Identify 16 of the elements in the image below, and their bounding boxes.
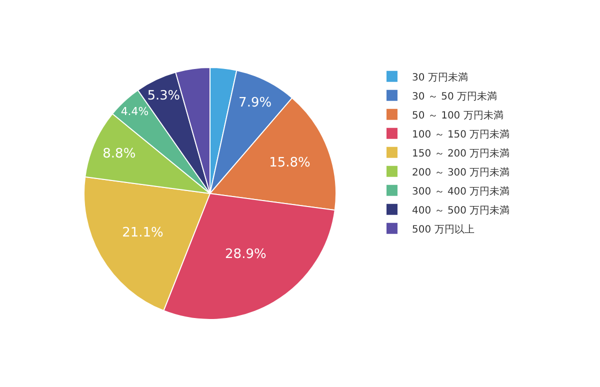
data-label: 8.8%	[102, 146, 136, 162]
legend-label: 400 ～ 500 万円未満	[412, 204, 510, 216]
data-label: 15.8%	[269, 156, 310, 171]
legend-label: 300 ～ 400 万円未満	[412, 185, 510, 198]
legend-label: 100 ～ 150 万円未満	[412, 128, 510, 140]
legend-label: 30 万円未満	[412, 71, 468, 84]
legend-label: 150 ～ 200 万円未満	[412, 147, 510, 160]
data-label: 21.1%	[122, 225, 164, 240]
legend-label: 200 ～ 300 万円未満	[412, 166, 510, 178]
data-label: 4.4%	[120, 105, 149, 118]
legend-label: 500 万円以上	[412, 223, 474, 236]
data-label: 5.3%	[147, 88, 180, 104]
legend-label: 50 ～ 100 万円未満	[412, 109, 504, 122]
legend-label: 30 ～ 50 万円未満	[412, 90, 497, 102]
data-label: 7.9%	[238, 95, 272, 110]
data-label: 28.9%	[225, 246, 266, 262]
